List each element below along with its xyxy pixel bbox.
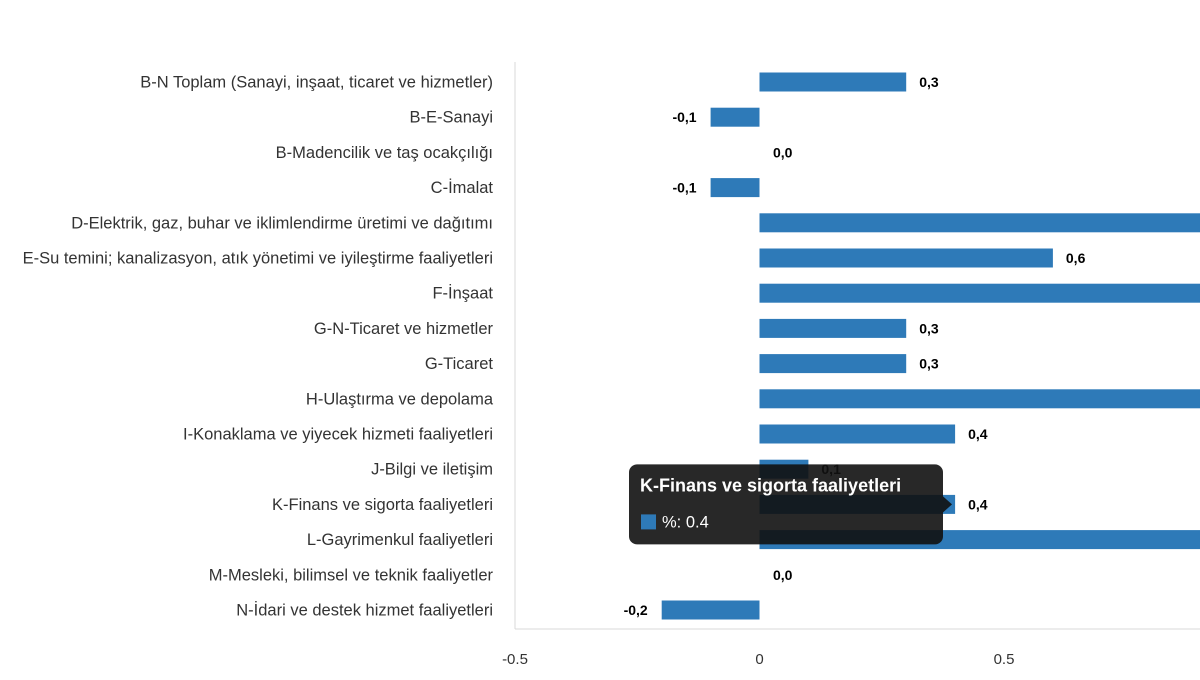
- data-label: 0,0: [773, 144, 793, 160]
- data-label: 0,6: [1066, 250, 1086, 266]
- bar[interactable]: [711, 108, 760, 127]
- bar[interactable]: [760, 319, 907, 338]
- data-label: 0,3: [919, 356, 939, 372]
- category-label: N-İdari ve destek hizmet faaliyetleri: [236, 601, 493, 620]
- x-tick-label: 0.5: [994, 651, 1015, 668]
- category-label: F-İnşaat: [432, 284, 493, 303]
- bar[interactable]: [711, 178, 760, 197]
- category-label: I-Konaklama ve yiyecek hizmeti faaliyetl…: [183, 426, 493, 444]
- data-label: 0,3: [919, 320, 939, 336]
- category-label: G-Ticaret: [425, 355, 494, 373]
- data-label: 0,0: [773, 567, 793, 583]
- data-label: -0,1: [672, 180, 696, 196]
- category-label: H-Ulaştırma ve depolama: [306, 390, 494, 408]
- category-label: G-N-Ticaret ve hizmetler: [314, 320, 494, 338]
- bar[interactable]: [760, 425, 956, 444]
- category-label: K-Finans ve sigorta faaliyetleri: [272, 496, 493, 514]
- category-label: B-Madencilik ve taş ocakçılığı: [276, 144, 493, 162]
- category-label: B-N Toplam (Sanayi, inşaat, ticaret ve h…: [140, 74, 493, 92]
- category-label: C-İmalat: [431, 178, 494, 197]
- category-label: B-E-Sanayi: [410, 109, 493, 127]
- category-label: L-Gayrimenkul faaliyetleri: [307, 531, 493, 549]
- category-label: D-Elektrik, gaz, buhar ve iklimlendirme …: [71, 214, 493, 232]
- tooltip-series-swatch: [641, 514, 656, 529]
- bar[interactable]: [760, 249, 1053, 268]
- bar[interactable]: [662, 601, 760, 620]
- tooltip-title: K-Finans ve sigorta faaliyetleri: [640, 475, 901, 495]
- bar[interactable]: [760, 213, 1200, 232]
- data-label: 0,3: [919, 74, 939, 90]
- tooltip: K-Finans ve sigorta faaliyetleri %: 0.4: [629, 464, 952, 544]
- data-label: -0,2: [624, 602, 648, 618]
- category-label: E-Su temini; kanalizasyon, atık yönetimi…: [23, 250, 493, 268]
- x-tick-label: 0: [755, 651, 763, 668]
- category-label: M-Mesleki, bilimsel ve teknik faaliyetle…: [209, 566, 494, 584]
- bar[interactable]: [760, 284, 1200, 303]
- tooltip-value: %: 0.4: [662, 513, 709, 531]
- data-label: -0,1: [672, 109, 696, 125]
- category-label: J-Bilgi ve iletişim: [371, 461, 493, 479]
- x-tick-label: -0.5: [502, 651, 528, 668]
- bar[interactable]: [760, 389, 1200, 408]
- bar[interactable]: [760, 73, 907, 92]
- bar[interactable]: [760, 354, 907, 373]
- data-label: 0,4: [968, 426, 988, 442]
- data-label: 0,4: [968, 496, 988, 512]
